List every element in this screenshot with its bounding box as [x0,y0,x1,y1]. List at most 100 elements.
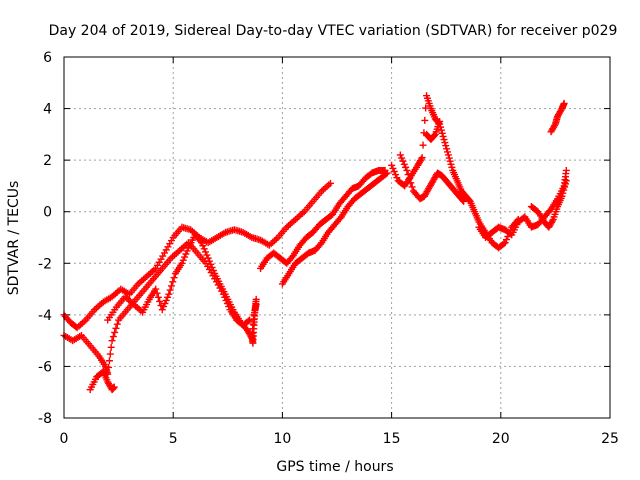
data-point [500,240,508,248]
data-point [459,196,467,204]
data-point [209,267,217,275]
data-point [393,174,401,182]
data-point [167,282,175,290]
series-track-13 [547,99,568,136]
data-point [443,145,451,153]
data-point [442,142,450,150]
data-point [407,179,415,187]
data-point [156,297,164,305]
data-point [166,286,174,294]
data-point [562,177,570,185]
data-point [165,290,173,298]
data-point [437,126,445,134]
data-point [105,357,113,365]
data-point [430,131,438,139]
data-point [110,383,118,391]
data-point [164,293,172,301]
data-point [400,160,408,168]
data-point [417,155,425,163]
data-point [562,166,570,174]
x-tick-label: 0 [60,431,69,447]
data-point [546,207,554,215]
y-tick-label: 0 [43,205,52,221]
data-point [182,250,190,258]
data-point [183,247,191,255]
data-point [196,237,204,245]
data-point [559,189,567,197]
data-point [382,170,390,178]
x-tick-label: 15 [383,431,401,447]
data-point [441,139,449,147]
data-point [288,253,296,261]
data-point [316,240,324,248]
data-point [399,157,407,165]
data-point [205,257,213,265]
series-track-6 [257,166,389,272]
data-point [111,328,119,336]
data-point [548,217,556,225]
data-point [444,148,452,156]
data-point [502,236,510,244]
data-point [158,306,166,314]
data-point [326,179,334,187]
series-track-9 [396,151,468,205]
series-track-3 [86,368,118,394]
data-point [406,175,414,183]
data-point [445,154,453,162]
data-point [169,278,177,286]
data-point [447,160,455,168]
data-point [558,192,566,200]
data-point [404,171,412,179]
data-point [448,163,456,171]
x-tick-label: 25 [601,431,619,447]
x-axis-label: GPS time / hours [276,459,393,475]
data-point [113,320,121,328]
y-tick-label: 2 [43,153,52,169]
data-point [207,260,215,268]
data-point [440,136,448,144]
series-track-2 [60,239,254,378]
data-point [208,263,216,271]
data-point [421,116,429,124]
x-tick-label: 10 [273,431,291,447]
y-axis-label: SDTVAR / TECUs [6,181,22,296]
data-point [436,117,444,125]
data-point [112,324,120,332]
data-point [161,300,169,308]
data-point [204,254,212,262]
y-tick-label: 6 [43,50,52,66]
data-point [419,141,427,149]
data-point [107,343,115,351]
data-point [396,151,404,159]
series-track-10 [423,117,444,144]
y-tick-label: 4 [43,102,52,118]
series-track-5 [248,295,260,347]
data-series [60,92,570,394]
y-tick-labels: -8 -6 -4 -2 0 2 4 6 [38,50,52,427]
data-point [244,317,252,325]
data-point [560,186,568,194]
data-point [179,256,187,264]
x-tick-label: 20 [492,431,510,447]
data-point [446,157,454,165]
data-point [106,350,114,358]
data-point [438,129,446,137]
data-point [389,164,397,172]
y-tick-label: -6 [38,359,52,375]
y-tick-label: -8 [38,411,52,427]
series-track-1 [60,179,334,332]
data-point [153,289,161,297]
data-point [403,166,411,174]
series-track-4 [104,231,260,342]
series-track-12 [527,177,570,231]
data-point [561,180,569,188]
data-point [162,296,170,304]
data-point [109,333,117,341]
data-point [460,197,468,205]
data-point [551,122,559,130]
data-point [152,285,160,293]
data-point [198,239,206,247]
data-point [178,259,186,267]
data-point [388,161,396,169]
